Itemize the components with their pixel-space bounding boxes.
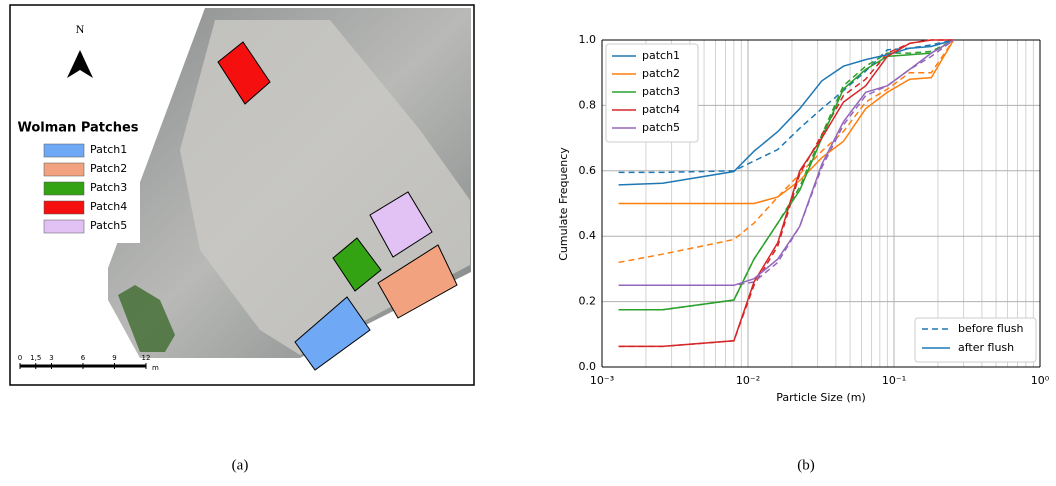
legend-label: patch4 — [642, 103, 680, 116]
patch-area — [217, 41, 271, 105]
legend-label: patch2 — [642, 67, 680, 80]
x-tick-label: 10⁻² — [736, 374, 760, 387]
scale-label: 0 — [18, 354, 22, 362]
x-tick-label: 10⁰ — [1031, 374, 1050, 387]
legend-swatch — [43, 200, 85, 215]
north-arrow — [67, 50, 93, 78]
legend-label: patch1 — [642, 49, 680, 62]
series-line — [618, 39, 954, 287]
y-tick-label: 1.0 — [579, 33, 597, 46]
legend-label: Patch2 — [90, 162, 127, 175]
scale-label: 3 — [49, 354, 53, 362]
legend-swatch — [43, 162, 85, 177]
scale-label: 9 — [112, 354, 116, 362]
legend-label: Patch4 — [90, 200, 127, 213]
scale-label: 1,5 — [30, 354, 41, 362]
legend-box — [605, 43, 699, 143]
style-legend-label: before flush — [958, 322, 1024, 335]
series-line — [618, 39, 954, 348]
series-line — [618, 39, 955, 205]
y-axis-label: Cumulate Frequency — [557, 147, 570, 261]
legend-swatch — [43, 143, 85, 158]
vegetation — [118, 285, 175, 352]
legend-label: Patch3 — [90, 181, 127, 194]
patch-area — [294, 296, 371, 371]
legend-label: Patch5 — [90, 219, 127, 232]
style-legend-label: after flush — [958, 341, 1014, 354]
x-tick-label: 10⁻³ — [590, 374, 614, 387]
caption: (b) — [797, 457, 815, 473]
legend-swatch — [43, 219, 85, 234]
x-axis-label: Particle Size (m) — [776, 391, 866, 404]
scale-label: 6 — [81, 354, 86, 362]
series-line — [618, 39, 955, 264]
x-tick-label: 10⁻¹ — [882, 374, 906, 387]
y-tick-label: 0.2 — [579, 295, 597, 308]
patch-area — [369, 191, 433, 258]
map-legend-title: Wolman Patches — [17, 121, 138, 136]
patch-area — [377, 244, 458, 319]
y-tick-label: 0.0 — [579, 360, 597, 373]
caption: (a) — [232, 457, 249, 473]
y-tick-label: 0.4 — [579, 229, 597, 242]
legend-label: patch5 — [642, 121, 680, 134]
series-line — [618, 39, 954, 186]
north-label: N — [76, 22, 85, 36]
legend-label: Patch1 — [90, 143, 127, 156]
legend-swatch — [43, 181, 85, 196]
legend-label: patch3 — [642, 85, 680, 98]
y-tick-label: 0.6 — [579, 164, 597, 177]
scale-unit: m — [152, 364, 159, 372]
scale-label: 12 — [142, 354, 151, 362]
y-tick-label: 0.8 — [579, 98, 597, 111]
patch-area — [332, 237, 382, 292]
